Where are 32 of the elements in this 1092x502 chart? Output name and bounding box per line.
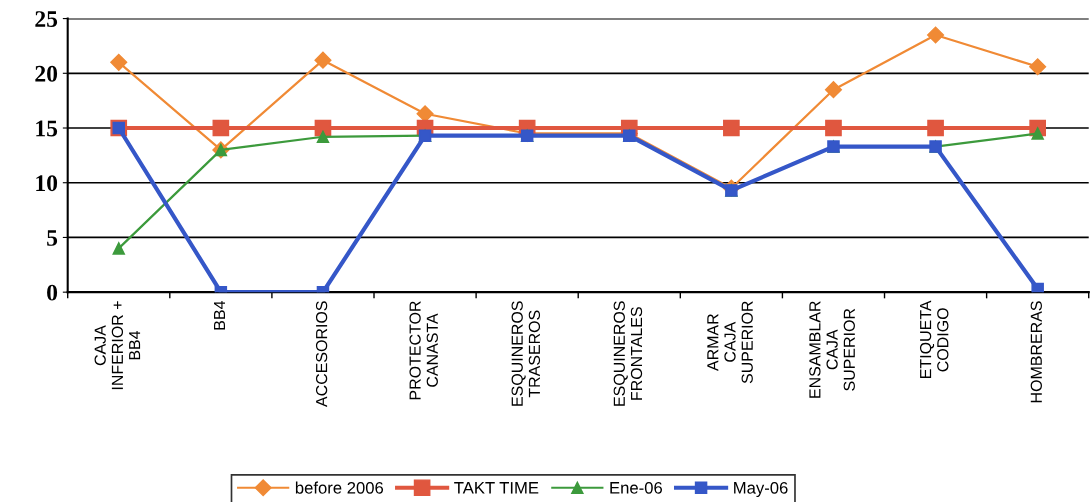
y-tick-label: 5 <box>47 230 58 246</box>
x-tick-label: ETIQUETA CODIGO <box>919 300 949 378</box>
y-tick-label: 25 <box>35 11 58 27</box>
x-tick-label: ARMAR CAJA SUPERIOR <box>707 301 753 384</box>
y-tick-label: 15 <box>36 120 58 137</box>
y-tick-label: 0 <box>47 284 58 301</box>
x-tick-label: CAJA INFERIOR + BB4 <box>94 301 141 390</box>
x-tick-label: HOMBRERAS <box>1030 301 1042 403</box>
point <box>1029 58 1047 76</box>
point <box>1031 282 1044 293</box>
x-tick-label: ENSAMBLAR CAJA SUPERIOR <box>809 301 855 398</box>
point <box>112 242 126 255</box>
point <box>927 119 944 137</box>
x-tick-label: PROTECTOR CANASTA <box>409 301 438 400</box>
x-tick-label: ACCESORIOS <box>315 301 328 407</box>
y-tick-label: 10 <box>36 175 58 192</box>
legend-label: before 2006 <box>295 481 384 494</box>
x-tick-label: ESQUINEROS TRASEROS <box>511 301 541 406</box>
point <box>927 26 945 44</box>
x-tick-label: ESQUINEROS FRONTALES <box>613 301 643 406</box>
point <box>212 119 230 137</box>
point <box>316 130 330 144</box>
legend-label: TAKT TIME <box>454 482 539 494</box>
legend-label: May-06 <box>734 481 788 498</box>
point <box>314 51 332 69</box>
point <box>110 53 128 71</box>
y-tick-label: 20 <box>35 65 58 82</box>
point <box>825 119 842 137</box>
point <box>723 119 740 137</box>
legend-label: Ene-06 <box>610 481 663 494</box>
x-tick-label: BB4 <box>214 300 225 330</box>
point <box>824 81 843 99</box>
